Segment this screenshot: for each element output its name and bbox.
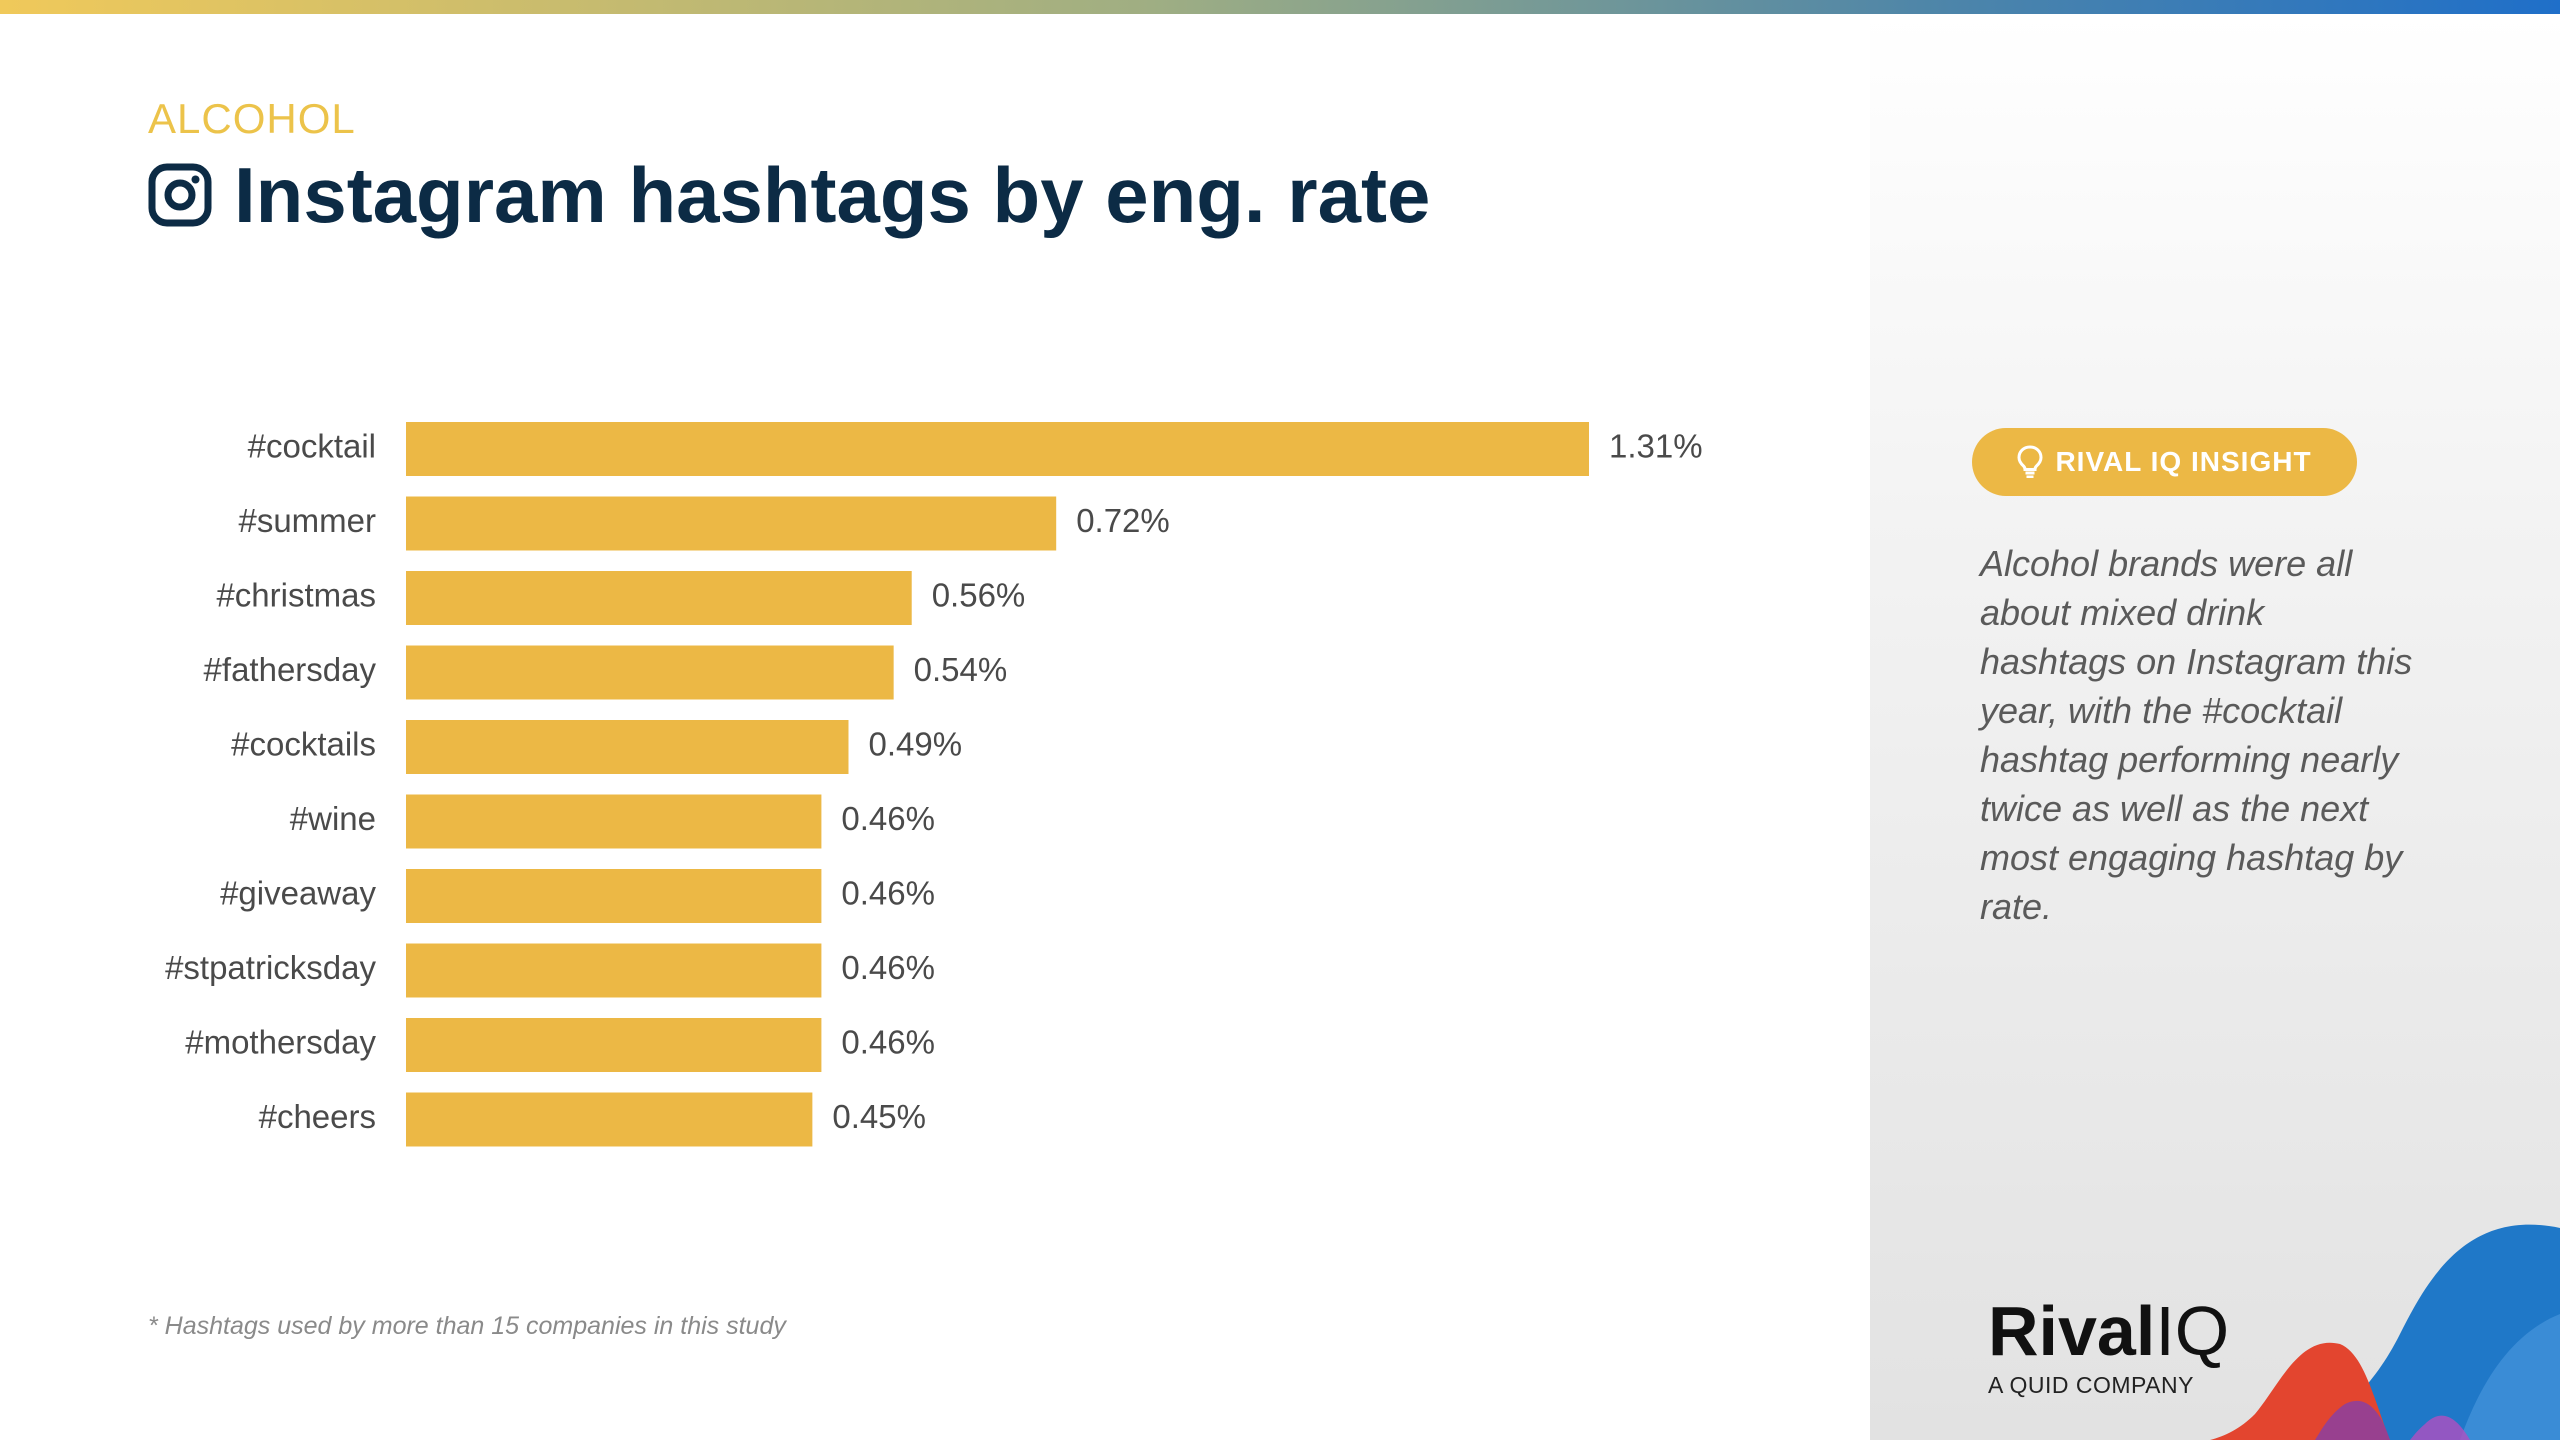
page-title: Instagram hashtags by eng. rate (234, 150, 1431, 239)
rival-iq-logo: RivalIQ A QUID COMPANY (1988, 1296, 2229, 1399)
bar-wine (406, 794, 822, 849)
logo-iq-text: IQ (2155, 1292, 2230, 1370)
insight-panel: RIVAL IQ INSIGHT Alcohol brands were all… (1870, 14, 2560, 1440)
bar-cocktails (406, 720, 849, 774)
insight-badge-label: RIVAL IQ INSIGHT (2055, 446, 2312, 477)
value-label-cheers: 0.45% (832, 1098, 926, 1135)
instagram-icon (148, 163, 212, 227)
lightbulb-icon (2017, 445, 2043, 478)
bar-chart: #cocktail 1.31% #summer 0.72% #christmas 0.56… (165, 422, 1703, 1147)
logo-rival-text: Rival (1988, 1292, 2156, 1370)
bar-giveaway (406, 869, 822, 923)
value-label-christmas: 0.56% (932, 577, 1026, 614)
category-label-fathersday: #fathersday (204, 651, 377, 688)
logo-subtitle: A QUID COMPANY (1988, 1372, 2194, 1398)
value-label-mothersday: 0.46% (841, 1024, 935, 1061)
category-label-christmas: #christmas (216, 577, 376, 614)
top-gradient-bar (0, 0, 2560, 14)
decorative-waves (2210, 1224, 2560, 1440)
bar-cheers (406, 1092, 813, 1147)
category-label-mothersday: #mothersday (185, 1024, 376, 1061)
bar-cocktail (406, 422, 1589, 476)
value-label-wine: 0.46% (841, 800, 935, 837)
value-label-summer: 0.72% (1076, 502, 1170, 539)
category-label-giveaway: #giveaway (220, 875, 376, 912)
value-label-stpatricksday: 0.46% (841, 949, 935, 986)
category-label-stpatricksday: #stpatricksday (165, 949, 376, 986)
bar-summer (406, 496, 1057, 551)
bar-mothersday (406, 1018, 822, 1072)
category-label-wine: #wine (290, 800, 376, 837)
value-label-cocktail: 1.31% (1609, 428, 1703, 465)
value-label-giveaway: 0.46% (841, 875, 935, 912)
value-label-fathersday: 0.54% (914, 651, 1008, 688)
category-label-cocktail: #cocktail (248, 428, 376, 465)
bar-stpatricksday (406, 943, 822, 998)
value-label-cocktails: 0.49% (868, 726, 962, 763)
bar-christmas (406, 571, 912, 625)
insight-badge: RIVAL IQ INSIGHT (1972, 428, 2357, 496)
category-label: ALCOHOL (148, 95, 356, 142)
bar-fathersday (406, 645, 894, 700)
category-label-cocktails: #cocktails (231, 726, 376, 763)
insight-text: Alcohol brands were all about mixed drin… (1980, 543, 2413, 927)
title-row: Instagram hashtags by eng. rate (148, 150, 1430, 240)
footnote: * Hashtags used by more than 15 companie… (148, 1312, 786, 1340)
category-label-cheers: #cheers (259, 1098, 376, 1135)
category-label-summer: #summer (238, 502, 376, 539)
